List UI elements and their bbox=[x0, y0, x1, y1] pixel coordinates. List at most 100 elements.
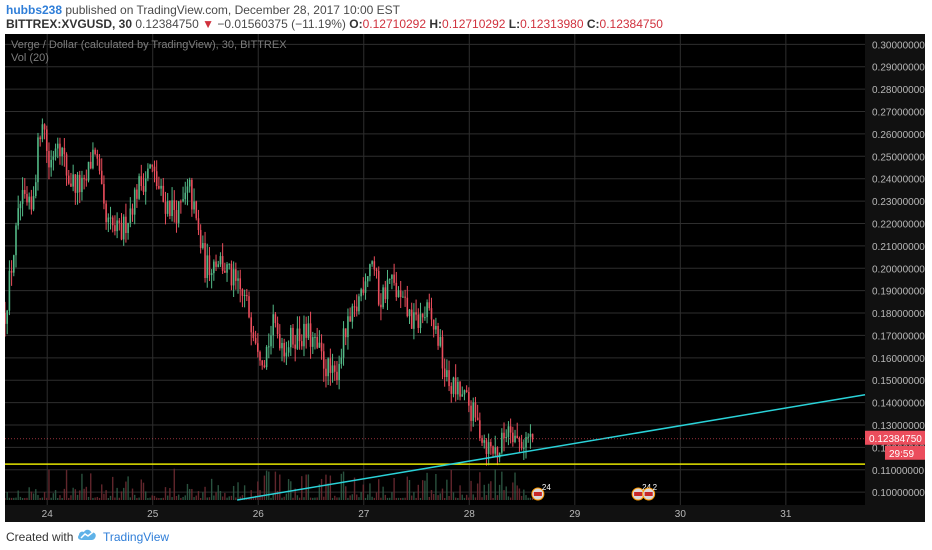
volume-bar bbox=[87, 496, 90, 500]
volume-bar bbox=[92, 497, 94, 500]
volume-bar bbox=[413, 491, 415, 500]
price-axis bbox=[865, 34, 925, 505]
author-link[interactable]: hubbs238 bbox=[6, 3, 63, 17]
volume-bar bbox=[454, 497, 457, 500]
volume-bar bbox=[252, 496, 255, 500]
candle-body bbox=[56, 143, 59, 149]
candle-body bbox=[83, 177, 85, 180]
candle-body bbox=[432, 319, 435, 330]
candle-body bbox=[413, 312, 415, 329]
candle-body bbox=[164, 201, 167, 214]
volume-bar bbox=[43, 492, 46, 500]
volume-bar bbox=[221, 496, 224, 500]
candle-body bbox=[28, 196, 30, 203]
volume-bar bbox=[400, 497, 402, 500]
volume-bar bbox=[325, 474, 327, 500]
volume-bar bbox=[389, 497, 391, 500]
candle-body bbox=[270, 335, 272, 347]
candle-body bbox=[61, 147, 63, 157]
volume-bar bbox=[171, 497, 173, 500]
y-tick-label: 0.11000000 bbox=[872, 466, 925, 477]
candle-body bbox=[483, 440, 486, 443]
candle-body bbox=[160, 185, 162, 189]
candle-body bbox=[221, 256, 224, 271]
candle-body bbox=[237, 278, 239, 281]
candle-body bbox=[246, 294, 248, 297]
volume-bar bbox=[61, 497, 63, 500]
volume-bar bbox=[459, 485, 461, 500]
candle-body bbox=[89, 161, 92, 169]
volume-bar bbox=[237, 482, 239, 500]
candle-body bbox=[241, 289, 244, 296]
candle-body bbox=[410, 309, 413, 329]
candle-body bbox=[118, 220, 121, 223]
price-chart[interactable]: 0.100000000.110000000.120000000.13000000… bbox=[5, 34, 925, 522]
volume-bar bbox=[432, 494, 435, 500]
candle-body bbox=[239, 278, 242, 290]
volume-bar bbox=[65, 469, 68, 500]
volume-bar bbox=[215, 492, 217, 500]
candle-body bbox=[406, 297, 409, 317]
ohlc-info: BITTREX:XVGUSD, 30 0.12384750 ▼ −0.01560… bbox=[6, 17, 663, 31]
volume-bar bbox=[57, 497, 59, 500]
volume-bar bbox=[180, 497, 182, 500]
candle-body bbox=[153, 166, 156, 172]
candle-body bbox=[193, 201, 195, 210]
candle-body bbox=[294, 344, 296, 349]
volume-bar bbox=[13, 497, 15, 500]
candle-body bbox=[138, 176, 140, 199]
candle-body bbox=[19, 203, 22, 209]
candle-body bbox=[468, 391, 470, 406]
y-tick-label: 0.25000000 bbox=[872, 152, 925, 163]
candle-body bbox=[162, 185, 165, 202]
volume-bar bbox=[184, 495, 186, 500]
volume-bar bbox=[520, 495, 523, 500]
volume-bar bbox=[367, 494, 369, 500]
candle-body bbox=[219, 256, 222, 265]
candle-body bbox=[131, 208, 134, 215]
candle-body bbox=[529, 433, 532, 437]
candle-body bbox=[92, 149, 94, 169]
low-value: 0.12313980 bbox=[520, 17, 584, 31]
candle-body bbox=[525, 437, 527, 448]
candle-body bbox=[351, 306, 354, 322]
tradingview-brand[interactable]: TradingView bbox=[103, 530, 170, 544]
volume-bar bbox=[303, 497, 305, 500]
volume-bar bbox=[98, 497, 101, 500]
volume-bar bbox=[457, 497, 459, 500]
y-tick-label: 0.26000000 bbox=[872, 130, 925, 141]
candle-body bbox=[21, 190, 24, 204]
volume-bar bbox=[371, 496, 373, 500]
volume-bar bbox=[274, 471, 277, 500]
last-price: 0.12384750 bbox=[135, 17, 199, 31]
candle-body bbox=[362, 289, 365, 293]
candle-body bbox=[191, 179, 193, 210]
volume-bar bbox=[263, 475, 266, 500]
candle-body bbox=[336, 371, 338, 381]
x-tick-label: 29 bbox=[569, 509, 581, 520]
volume-bar bbox=[356, 494, 358, 500]
volume-bar bbox=[32, 493, 35, 500]
volume-bar bbox=[283, 496, 285, 500]
volume-bar bbox=[391, 492, 393, 500]
candle-body bbox=[333, 365, 336, 372]
chart-background bbox=[5, 34, 925, 522]
volume-bar bbox=[468, 497, 470, 500]
volume-bar bbox=[131, 488, 134, 500]
volume-bar bbox=[529, 497, 532, 500]
volume-bar bbox=[257, 481, 259, 500]
candle-body bbox=[494, 447, 497, 454]
volume-bar bbox=[301, 476, 303, 500]
volume-bar bbox=[417, 484, 419, 500]
candle-body bbox=[417, 314, 420, 328]
candle-body bbox=[329, 358, 332, 373]
volume-bar bbox=[241, 495, 244, 500]
footer: Created with TradingView bbox=[0, 522, 932, 550]
volume-bar bbox=[481, 497, 483, 500]
volume-bar bbox=[338, 497, 340, 500]
x-tick-label: 26 bbox=[253, 509, 265, 520]
volume-bar bbox=[76, 494, 79, 500]
volume-bar bbox=[428, 496, 430, 500]
volume-bar bbox=[261, 496, 263, 500]
close-value: 0.12384750 bbox=[599, 17, 663, 31]
